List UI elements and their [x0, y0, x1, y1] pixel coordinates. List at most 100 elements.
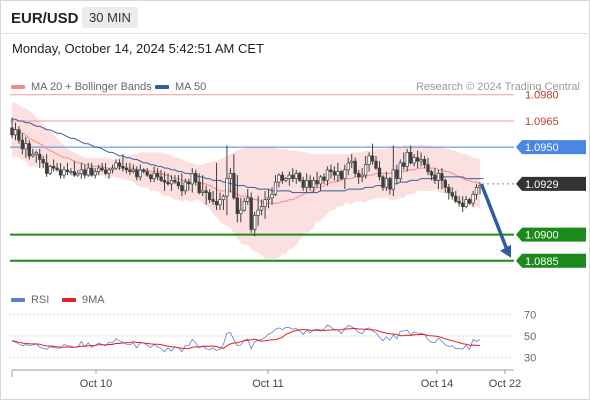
research-credit: Research © 2024 Trading Central [415, 81, 580, 93]
candle-body [13, 129, 18, 136]
x-tick-label: Oct 11 [252, 378, 284, 390]
candle-body [180, 185, 184, 192]
candle-body [311, 180, 316, 188]
candle-body [409, 152, 413, 164]
level-badge-support-2 [516, 253, 586, 268]
candle-body [329, 169, 333, 172]
candle-body [31, 153, 35, 157]
candle-body [138, 169, 142, 178]
legend-rsi-ma: 9MA [62, 294, 105, 306]
candle-body [90, 167, 94, 176]
level-label-resistance-2: 1.0980 [525, 90, 559, 102]
candle-body [381, 176, 385, 188]
candle-body [426, 164, 430, 173]
rsi-tick-label: 70 [524, 310, 536, 322]
candle-body [162, 180, 167, 183]
candle-body [367, 155, 371, 165]
x-tick-label: Oct 22 [489, 378, 521, 390]
candle-body [266, 197, 271, 200]
candle-body [41, 159, 45, 164]
candle-body [298, 173, 302, 181]
ma20-swatch [11, 85, 25, 89]
candle-body [131, 169, 135, 172]
candle-body [419, 159, 423, 162]
candle-body [79, 169, 83, 174]
candle-body [100, 167, 104, 171]
candle-body [10, 127, 14, 136]
candle-body [443, 180, 447, 188]
candle-body [228, 173, 233, 179]
candle-body [391, 169, 395, 190]
candle-body [450, 192, 454, 197]
candle-body [415, 157, 420, 162]
legend-rsi: RSI [11, 294, 49, 306]
candle-body [315, 180, 319, 185]
candle-body [207, 192, 212, 200]
candle-body [405, 152, 409, 167]
candle-body [135, 169, 139, 178]
rsi-ma-legend-label: 9MA [82, 294, 105, 306]
candle-body [429, 171, 434, 176]
candle-body [301, 180, 305, 188]
candle-body [363, 164, 368, 176]
candle-body [173, 180, 177, 183]
candle-body [398, 162, 402, 179]
candle-body [155, 173, 160, 178]
candle-body [440, 173, 444, 181]
ma50-legend-label: MA 50 [175, 81, 207, 93]
candle-body [374, 160, 378, 169]
candle-body [114, 162, 118, 169]
candle-body [169, 180, 174, 185]
forecast-arrow [480, 183, 509, 252]
candle-body [454, 195, 458, 202]
candle-body [284, 178, 288, 181]
candle-body [346, 162, 350, 171]
candle-body [325, 169, 330, 181]
rsi-ma-swatch [62, 298, 76, 302]
candle-body [48, 166, 52, 174]
ma20-line [12, 129, 481, 204]
rsi-swatch [11, 298, 25, 302]
candle-body [51, 166, 56, 169]
candle-body [38, 153, 42, 160]
candle-body [357, 173, 361, 178]
candle-body [97, 167, 101, 172]
candle-body [402, 162, 406, 167]
candle-body [280, 174, 285, 181]
x-tick-label: Oct 14 [421, 378, 453, 390]
candle-body [412, 157, 416, 164]
candle-body [218, 199, 222, 206]
candle-body [201, 190, 205, 193]
ma20-legend-label: MA 20 + Bollinger Bands [31, 81, 152, 93]
level-label-last-price: 1.0929 [525, 179, 559, 191]
candle-body [20, 139, 25, 150]
symbol-title: EUR/USD [11, 10, 79, 27]
candle-body [256, 209, 260, 216]
candle-body [263, 199, 267, 207]
candle-body [86, 167, 90, 176]
ma50-swatch [155, 85, 169, 89]
candle-body [121, 166, 125, 169]
header-divider [0, 33, 590, 34]
candle-body [318, 176, 323, 185]
candle-body [332, 171, 337, 176]
rsi-line [11, 324, 481, 353]
candle-body [249, 197, 253, 230]
candle-body [76, 173, 80, 176]
candle-body [273, 181, 278, 195]
ma50-line [12, 118, 484, 194]
candle-body [447, 187, 451, 193]
candle-body [17, 129, 21, 141]
candle-body [65, 169, 70, 172]
candle-body [72, 171, 77, 176]
candle-body [190, 173, 194, 185]
level-label-support-2: 1.0885 [525, 256, 559, 268]
timeframe-badge[interactable]: 30 MIN [82, 7, 138, 28]
candle-body [436, 173, 441, 181]
candle-body [225, 178, 229, 197]
candle-body [221, 195, 226, 200]
candle-body [467, 199, 472, 204]
candle-body [246, 197, 250, 202]
candle-body [149, 174, 153, 179]
